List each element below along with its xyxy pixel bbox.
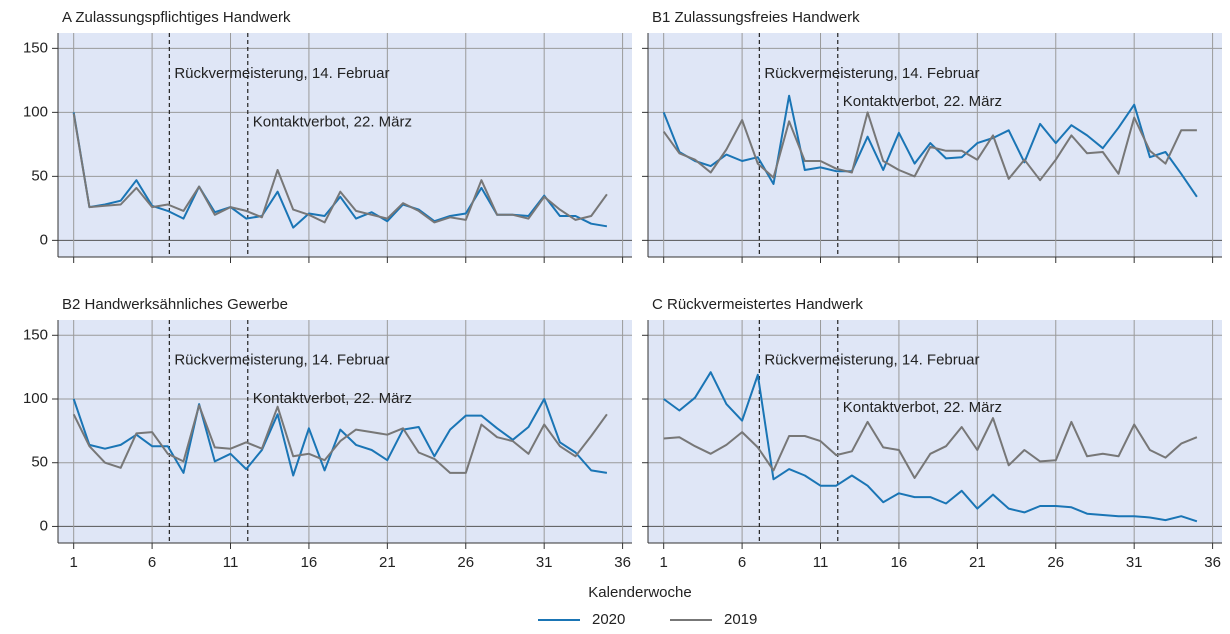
y-tick-label: 100 — [23, 103, 48, 120]
x-tick-label: 6 — [738, 554, 746, 571]
x-tick-label: 31 — [536, 554, 553, 571]
y-tick-label: 100 — [23, 390, 48, 407]
panel-title: B2 Handwerksähnliches Gewerbe — [62, 296, 288, 313]
annotation: Kontaktverbot, 22. März — [253, 114, 412, 131]
x-tick-label: 1 — [660, 554, 668, 571]
x-tick-label: 11 — [223, 554, 239, 571]
x-tick-label: 1 — [70, 554, 78, 571]
line-series — [663, 417, 1198, 479]
annotation: Rückvermeisterung, 14. Februar — [764, 352, 979, 369]
y-tick-label: 50 — [31, 454, 48, 471]
x-tick-label: 26 — [457, 554, 474, 571]
annotation: Kontaktverbot, 22. März — [843, 93, 1002, 110]
line-series — [72, 113, 608, 224]
line-series — [663, 371, 1198, 523]
x-tick-label: 26 — [1047, 554, 1064, 571]
y-tick-label: 0 — [40, 231, 48, 248]
x-tick-label: 36 — [1204, 554, 1221, 571]
x-tick-label: 6 — [148, 554, 156, 571]
x-tick-label: 31 — [1126, 554, 1143, 571]
annotation: Rückvermeisterung, 14. Februar — [764, 65, 979, 82]
panel-title: A Zulassungspflichtiges Handwerk — [62, 9, 291, 26]
x-tick-label: 21 — [379, 554, 396, 571]
line-series — [662, 94, 1198, 198]
annotation: Rückvermeisterung, 14. Februar — [174, 352, 389, 369]
y-tick-label: 150 — [23, 326, 48, 343]
y-tick-label: 50 — [31, 167, 48, 184]
legend-label: 2019 — [724, 611, 757, 628]
plot-background — [648, 320, 1222, 543]
legend-label: 2020 — [592, 611, 625, 628]
line-series — [662, 111, 1197, 182]
panel-title: C Rückvermeistertes Handwerk — [652, 296, 863, 313]
y-tick-label: 0 — [40, 517, 48, 534]
x-tick-label: 21 — [969, 554, 986, 571]
annotation: Kontaktverbot, 22. März — [843, 399, 1002, 416]
x-tick-label: 16 — [891, 554, 908, 571]
x-tick-label: 16 — [301, 554, 318, 571]
panel-title: B1 Zulassungsfreies Handwerk — [652, 9, 860, 26]
plot-background — [58, 33, 632, 257]
x-tick-label: 36 — [614, 554, 631, 571]
annotation: Kontaktverbot, 22. März — [253, 390, 412, 407]
x-axis-label: Kalenderwoche — [588, 584, 691, 601]
line-series — [72, 404, 608, 474]
plot-background — [58, 320, 632, 543]
annotation: Rückvermeisterung, 14. Februar — [174, 65, 389, 82]
x-tick-label: 11 — [813, 554, 829, 571]
y-tick-label: 150 — [23, 39, 48, 56]
